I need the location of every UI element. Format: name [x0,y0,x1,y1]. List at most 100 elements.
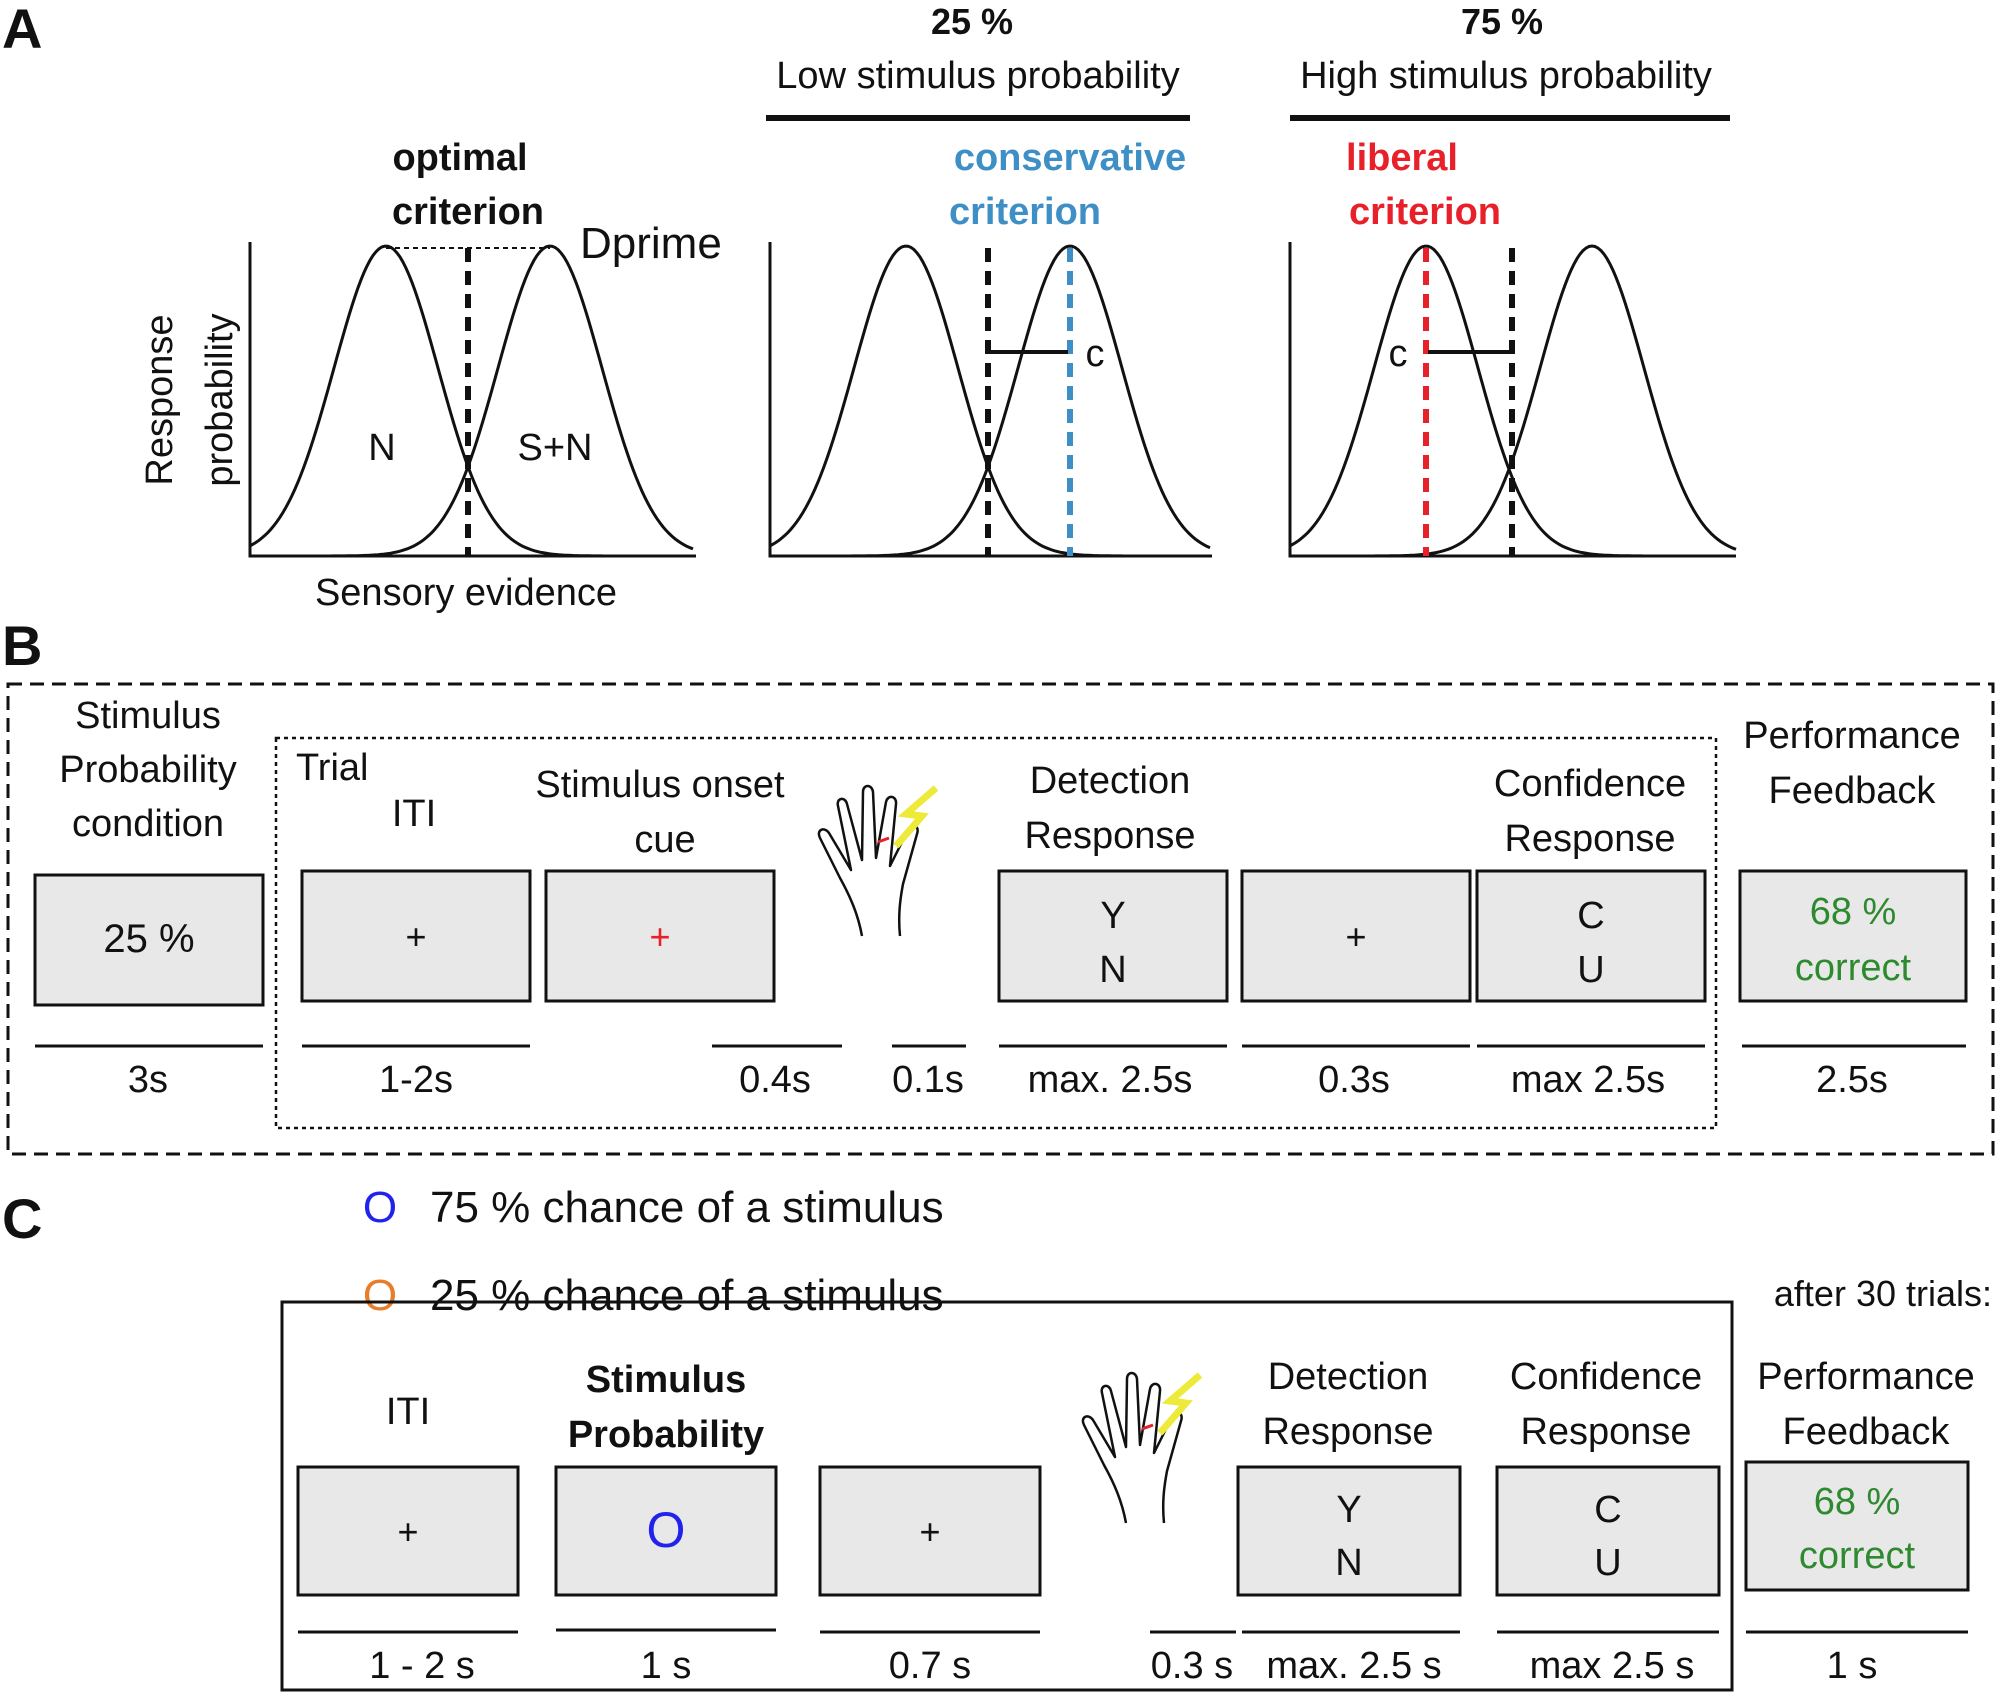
c-time-prob: 1 s [641,1645,692,1687]
c-feedback-percent: 68 % [1814,1481,1901,1523]
b-condition-box [33,873,265,1007]
c-confidence-label-2: Response [1520,1411,1691,1453]
c-detection-yes: Y [1336,1489,1361,1531]
c-iti-box [296,1465,520,1597]
liberal-title-2: criterion [1349,191,1501,233]
liberal-title-1: liberal [1346,137,1458,179]
b-confidence-unsure: U [1577,949,1604,991]
legend-symbol-75: O [363,1183,397,1232]
dprime-label: Dprime [580,219,722,268]
b-fixation-box [1240,869,1472,1003]
axes-3 [1288,242,1736,558]
c-time-iti: 1 - 2 s [369,1645,475,1687]
c-time-confidence: max 2.5 s [1530,1645,1695,1687]
c-iti-fixation: + [397,1511,418,1552]
b-detection-no: N [1099,949,1126,991]
b-cue-fixation: + [649,916,670,957]
c-detection-box [1236,1465,1462,1597]
b-confidence-label-1: Confidence [1494,763,1686,805]
condition-label-2: Probability [59,749,236,791]
c-label-3: c [1389,333,1408,375]
b-confidence-label-2: Response [1504,818,1675,860]
signal-label: S+N [518,427,593,469]
c-detection-no: N [1335,1542,1362,1584]
c-feedback-box [1744,1460,1970,1592]
panel-b-label: B [2,614,42,677]
c-iti-label: ITI [386,1391,430,1433]
noise-label: N [368,427,395,469]
b-time-stimulus: 0.1s [892,1059,964,1101]
b-fixation: + [1345,916,1366,957]
b-time-feedback: 2.5s [1816,1059,1888,1101]
signal-distribution-1 [300,244,694,558]
b-iti-box [300,869,532,1003]
optimal-title-1: optimal [392,137,527,179]
c-time-stimulus: 0.3 s [1151,1645,1233,1687]
b-feedback-percent: 68 % [1810,891,1897,933]
b-cue-label-2: cue [634,819,695,861]
b-detection-label-2: Response [1024,815,1195,857]
legend-symbol-25: O [363,1271,397,1320]
axes-2 [768,242,1212,558]
axes-1 [248,242,696,558]
c-time-detection: max. 2.5 s [1266,1645,1441,1687]
b-detection-yes: Y [1100,895,1125,937]
c-time-fixation: 0.7 s [889,1645,971,1687]
plot-conservative: 25 % Low stimulus probability conservati… [766,1,1212,558]
b-feedback-box [1738,869,1968,1003]
b-feedback-correct: correct [1795,947,1912,989]
b-time-cue: 0.4s [739,1059,811,1101]
b-confidence-box [1475,869,1707,1003]
panel-b-frame [6,682,1995,1156]
conservative-title-2: criterion [949,191,1101,233]
c-label-2: c [1086,333,1105,375]
legend-text-25: 25 % chance of a stimulus [430,1271,944,1320]
c-hand-stimulus-icon [1083,1373,1200,1523]
c-fixation: + [919,1511,940,1552]
b-time-condition: 3s [128,1059,168,1101]
plot-optimal: optimal criterion Dprime Response probab… [139,137,722,614]
condition-label-3: condition [72,803,224,845]
c-feedback-label-2: Feedback [1783,1411,1951,1453]
legend-text-75: 75 % chance of a stimulus [430,1183,944,1232]
condition-label-1: Stimulus [75,695,221,737]
c-feedback-correct: correct [1799,1535,1916,1577]
b-detection-box [997,869,1229,1003]
noise-distribution-2 [769,244,1148,558]
c-prob-box [554,1465,778,1597]
xlabel: Sensory evidence [315,572,617,614]
pct-25: 25 % [931,1,1013,42]
ylabel-2: probability [199,313,241,486]
b-confidence-confident: C [1577,895,1604,937]
c-fixation-box [818,1465,1042,1597]
b-condition-value: 25 % [103,917,194,961]
c-time-feedback: 1 s [1827,1645,1878,1687]
c-confidence-confident: C [1594,1489,1621,1531]
b-iti-fixation: + [405,916,426,957]
conservative-title-1: conservative [954,137,1186,179]
b-detection-label-1: Detection [1030,760,1191,802]
c-trial-frame [280,1300,1734,1692]
c-prob-circle: O [647,1502,686,1558]
c-confidence-label-1: Confidence [1510,1356,1702,1398]
trial-label: Trial [296,747,368,789]
low-prob-header: Low stimulus probability [776,55,1179,97]
noise-distribution-1 [249,244,640,558]
signal-distribution-3 [1340,244,1737,558]
c-prob-label-2: Probability [568,1414,764,1456]
b-hand-stimulus-icon [819,786,936,936]
trial-frame [274,736,1718,1130]
c-prob-label-1: Stimulus [586,1359,746,1401]
b-iti-label: ITI [392,793,436,835]
c-feedback-label-1: Performance [1757,1356,1975,1398]
noise-distribution-3 [1289,244,1680,558]
c-confidence-box [1495,1465,1721,1597]
high-prob-header: High stimulus probability [1300,55,1712,97]
c-detection-label-1: Detection [1268,1356,1429,1398]
plot-liberal: 75 % High stimulus probability liberal c… [1288,1,1737,558]
b-time-detection: max. 2.5s [1028,1059,1193,1101]
b-feedback-label-1: Performance [1743,715,1961,757]
ylabel-1: Response [139,314,181,485]
panel-c-label: C [2,1187,42,1250]
b-time-fixation: 0.3s [1318,1059,1390,1101]
